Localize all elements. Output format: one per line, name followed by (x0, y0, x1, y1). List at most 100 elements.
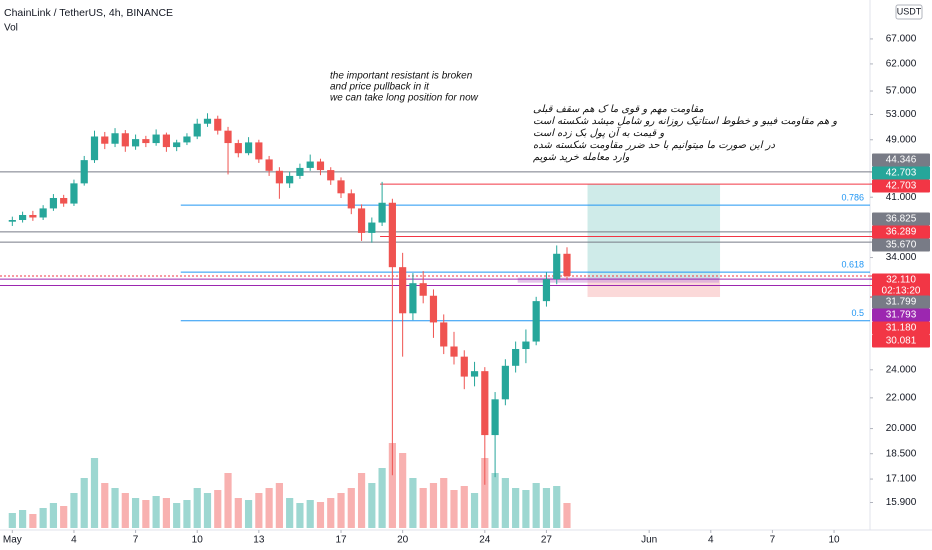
volume-bar (8, 513, 16, 528)
candle-body (388, 202, 396, 268)
candle-body (8, 220, 16, 222)
candle-body (60, 197, 68, 204)
volume-bar (173, 503, 181, 528)
volume-bar (49, 503, 58, 528)
volume-bar (152, 496, 160, 528)
candle-body (234, 143, 242, 154)
note-line: و قیمت به آن پول بک زده است (533, 128, 665, 139)
candle-body (265, 159, 273, 171)
chart-title: ChainLink / TetherUS, 4h, BINANCE (4, 7, 173, 19)
price-tag-label: 42.703 (886, 181, 917, 192)
candle-body (152, 134, 160, 144)
y-tick-label: 15.900 (886, 497, 917, 508)
volume-bar (29, 514, 37, 528)
volume-bar (131, 498, 140, 528)
price-tag-label: 31.793 (886, 310, 917, 321)
candle-body (563, 253, 571, 276)
candle-body (399, 267, 407, 314)
x-tick-label: 17 (335, 535, 347, 546)
price-tag (872, 166, 930, 180)
volume-bar (378, 468, 386, 528)
candle-body (131, 139, 140, 147)
price-tag (872, 153, 930, 167)
price-tag (872, 179, 930, 193)
candle-body (347, 193, 355, 209)
volume-bar (39, 508, 47, 528)
candle-body (255, 142, 263, 160)
persian-note: مقاومت مهم و قوی ما ک هم سقف قبلی و هم مق… (533, 104, 837, 164)
price-tag (872, 334, 930, 348)
volume-bar (409, 478, 417, 528)
note-line: در این صورت ما میتوانیم با حد ضرر مقاومت… (533, 140, 775, 151)
price-tag (872, 295, 930, 309)
volume-bar (399, 453, 407, 528)
y-tick-label: 17.100 (886, 474, 917, 485)
y-tick-label: 49.000 (886, 134, 917, 145)
volume-bar (316, 502, 325, 528)
candle-body (173, 142, 181, 148)
note-line: مقاومت مهم و قوی ما ک هم سقف قبلی (533, 104, 704, 115)
candle-body (429, 295, 438, 323)
fib-label: 0.5 (851, 308, 864, 318)
candle-body (80, 160, 88, 184)
x-tick-label: 4 (71, 535, 77, 546)
volume-bar (183, 500, 191, 528)
volume-bar (491, 473, 499, 528)
candle-body (481, 371, 489, 436)
volume-bar (60, 506, 68, 528)
x-tick-label: 7 (770, 535, 776, 546)
volume-bar (70, 493, 78, 528)
volume-bar (193, 488, 201, 528)
x-tick-label: 10 (192, 535, 204, 546)
price-tag-label: 36.289 (886, 227, 917, 238)
x-tick-label: 7 (133, 535, 139, 546)
volume-bar (470, 493, 479, 528)
volume-bar (512, 488, 520, 528)
candle-body (111, 133, 119, 144)
candle-body (142, 139, 150, 144)
price-tag-label: 30.081 (886, 336, 917, 347)
candle-body (470, 371, 479, 377)
candle-body (286, 175, 294, 184)
y-tick-label: 57.000 (886, 86, 917, 97)
note-line: وارد معامله خرید شویم (533, 152, 630, 163)
volume-bar (19, 510, 27, 528)
candle-body (553, 253, 561, 280)
fib-label: 0.618 (841, 259, 864, 269)
volume-bar (347, 488, 355, 528)
candle-body (542, 279, 551, 302)
volume-bar (450, 490, 458, 528)
price-tag-label: 31.799 (886, 297, 917, 308)
note-line: and price pullback in it (330, 82, 430, 93)
volume-bar (234, 498, 242, 528)
price-tag-label: 35.670 (886, 240, 917, 251)
candle-body (327, 170, 335, 181)
volume-bar (214, 490, 222, 528)
volume-bar (244, 500, 253, 528)
volume-bar (203, 493, 212, 528)
volume-bar (121, 493, 129, 528)
currency[interactable]: USDT (897, 6, 922, 16)
candle-body (121, 133, 129, 147)
volume-bar (142, 500, 150, 528)
candle-body (224, 130, 232, 144)
price-tag-label: 36.825 (886, 214, 917, 225)
candle-body (440, 322, 448, 347)
y-tick-label: 67.000 (886, 34, 917, 45)
x-tick-label: 27 (541, 535, 553, 546)
volume-bar (553, 486, 561, 528)
volume-bar (306, 500, 314, 528)
candle-body (532, 301, 540, 342)
y-tick-label: 18.500 (886, 448, 917, 459)
candle-body (460, 356, 468, 377)
price-tag-label: 44.346 (886, 155, 917, 166)
y-tick-label: 20.000 (886, 423, 917, 434)
candle-body (409, 283, 417, 314)
currency-box[interactable] (895, 4, 923, 20)
volume-bar (111, 488, 119, 528)
note-line: و هم مقاومت فیبو و خطوط استاتیک روزانه ر… (533, 116, 838, 127)
note-line: the important resistant is broken (330, 71, 473, 82)
candle-body (337, 180, 345, 194)
